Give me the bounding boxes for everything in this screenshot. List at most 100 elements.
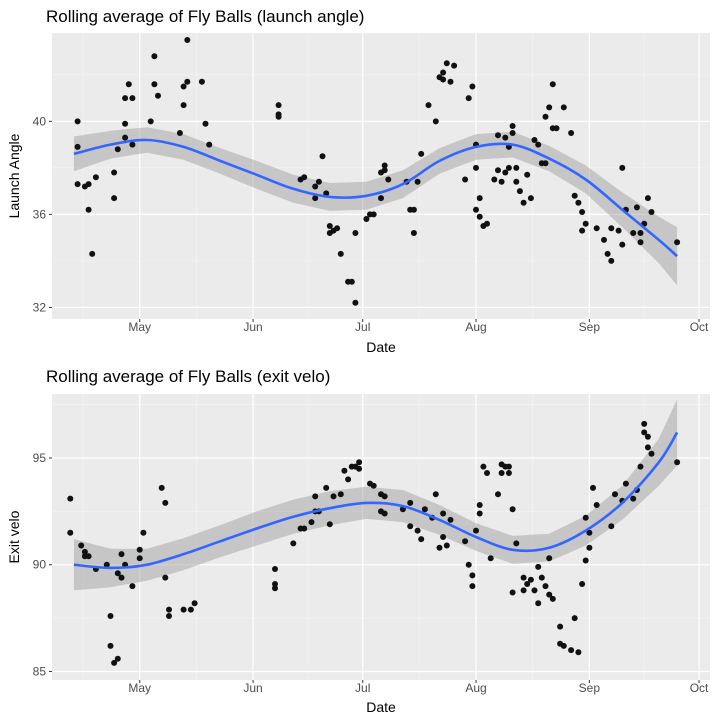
data-point <box>440 76 447 83</box>
y-axis-label: Launch Angle <box>6 133 22 218</box>
data-point <box>553 125 560 132</box>
data-point <box>484 470 490 476</box>
data-point <box>122 95 129 102</box>
data-point <box>447 516 454 523</box>
confidence-ribbon <box>73 127 678 286</box>
data-point <box>67 529 74 536</box>
data-point <box>586 529 593 536</box>
data-point <box>549 595 556 602</box>
x-tick-label: May <box>128 320 151 334</box>
data-point <box>443 60 450 67</box>
data-point <box>648 450 655 457</box>
launch-angle-chart: Rolling average of Fly Balls (launch ang… <box>6 7 710 355</box>
data-point <box>92 174 99 181</box>
x-tick-label: Sep <box>579 320 601 334</box>
data-point <box>641 420 648 427</box>
data-point <box>469 572 476 579</box>
data-point <box>637 230 644 236</box>
data-point <box>520 199 527 206</box>
x-tick-label: Aug <box>465 320 486 334</box>
data-point <box>571 615 578 622</box>
smooth-line <box>73 138 678 258</box>
data-point <box>520 587 527 594</box>
data-point <box>476 510 483 517</box>
data-point <box>187 606 194 613</box>
data-point <box>674 459 681 466</box>
data-point <box>531 137 538 143</box>
data-point <box>509 123 516 129</box>
exit-velo-chart: Rolling average of Fly Balls (exit velo)… <box>6 367 710 715</box>
data-point <box>495 132 501 139</box>
data-point <box>425 102 432 109</box>
data-point <box>513 178 520 185</box>
data-point <box>111 169 118 176</box>
data-point <box>385 176 392 183</box>
data-point <box>315 178 322 185</box>
data-point <box>498 470 505 476</box>
data-point <box>615 227 622 234</box>
data-point <box>272 566 278 572</box>
data-point <box>85 181 92 188</box>
data-point <box>202 120 209 127</box>
data-point <box>641 429 648 436</box>
data-point <box>582 557 589 564</box>
data-point <box>546 104 553 111</box>
data-point <box>158 484 165 491</box>
data-point <box>447 78 454 85</box>
data-point <box>560 642 567 649</box>
data-point <box>630 230 637 236</box>
data-point <box>81 548 88 555</box>
data-point <box>505 164 512 171</box>
x-tick-label: Oct <box>690 320 709 334</box>
smooth-line <box>73 431 679 570</box>
data-point <box>407 523 414 530</box>
data-point <box>111 195 118 202</box>
data-point <box>535 563 542 570</box>
data-point <box>85 206 92 213</box>
data-point <box>421 506 428 513</box>
data-point <box>619 241 626 248</box>
data-point <box>487 555 494 562</box>
data-point <box>78 542 85 549</box>
data-point <box>275 113 282 120</box>
data-point <box>495 167 501 174</box>
data-point <box>290 540 297 547</box>
confidence-ribbon <box>73 399 678 591</box>
data-point <box>323 484 330 491</box>
data-point <box>495 491 501 498</box>
data-point <box>198 78 205 85</box>
plot-panel <box>52 33 710 319</box>
data-point <box>612 491 618 498</box>
data-point <box>476 195 483 202</box>
data-point <box>85 553 92 560</box>
data-point <box>619 164 626 171</box>
data-point <box>272 581 278 587</box>
data-point <box>337 250 344 257</box>
data-point <box>579 581 586 587</box>
data-point <box>590 484 596 491</box>
data-point <box>176 130 183 136</box>
data-point <box>352 230 359 236</box>
data-point <box>571 192 578 199</box>
data-point <box>509 130 516 136</box>
data-point <box>323 190 330 197</box>
data-point <box>114 570 121 577</box>
data-point <box>549 81 556 88</box>
data-point <box>593 225 600 232</box>
data-point <box>326 521 333 528</box>
data-point <box>301 525 308 532</box>
data-point <box>498 178 505 185</box>
data-point <box>162 574 169 581</box>
chart-title: Rolling average of Fly Balls (launch ang… <box>46 7 364 26</box>
data-point <box>513 540 520 547</box>
data-point <box>272 585 278 592</box>
data-point <box>575 199 582 206</box>
data-point <box>74 181 81 188</box>
data-point <box>513 164 520 171</box>
data-point <box>451 62 458 69</box>
data-point <box>601 236 607 243</box>
data-point <box>509 589 516 596</box>
data-point <box>535 141 542 148</box>
data-point <box>608 523 615 530</box>
data-point <box>462 538 469 545</box>
